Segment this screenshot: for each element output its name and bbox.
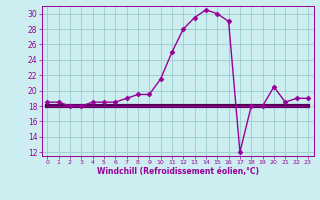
X-axis label: Windchill (Refroidissement éolien,°C): Windchill (Refroidissement éolien,°C) (97, 167, 259, 176)
